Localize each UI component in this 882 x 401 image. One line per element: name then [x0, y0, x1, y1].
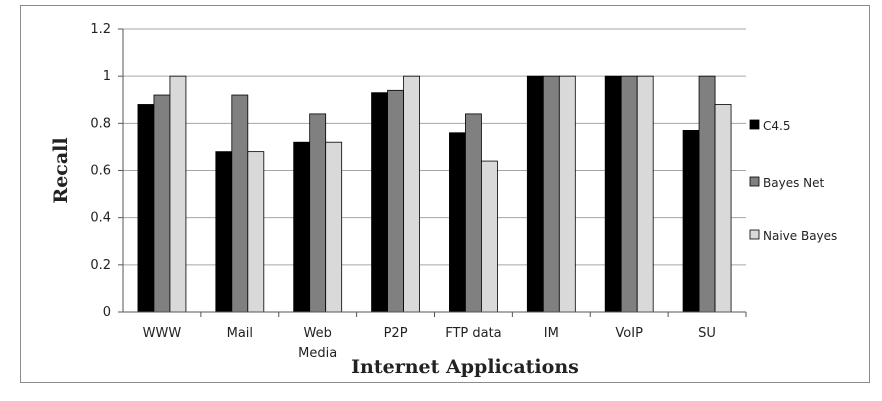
- bar-c4-5: [293, 141, 311, 313]
- bar-naive-bayes: [636, 75, 654, 313]
- bar-bayes-net: [465, 113, 482, 313]
- y-tick-label: 0.6: [90, 164, 111, 179]
- bar-naive-bayes: [325, 141, 343, 313]
- legend-label: Naive Bayes: [763, 229, 837, 243]
- bar-c4-5: [449, 132, 466, 313]
- bar-bayes-net: [309, 113, 327, 313]
- bar-c4-5: [604, 75, 622, 313]
- bar-c4-5: [371, 92, 388, 313]
- x-category-label: FTP data: [445, 326, 501, 341]
- bar-bayes-net: [153, 94, 171, 313]
- bar-bayes-net: [231, 94, 249, 313]
- x-category-label: Mail: [227, 326, 253, 341]
- bar-c4-5: [526, 75, 544, 313]
- bar-naive-bayes: [169, 75, 187, 313]
- x-category-label: VoIP: [615, 326, 643, 341]
- chart-frame: [20, 5, 870, 383]
- bars: [137, 75, 732, 313]
- bar-bayes-net: [620, 75, 638, 313]
- bar-c4-5: [137, 104, 155, 313]
- bar-naive-bayes: [714, 104, 732, 313]
- y-tick-label: 0.4: [90, 211, 111, 226]
- x-axis-title: Internet Applications: [351, 356, 579, 378]
- x-category-label: P2P: [384, 326, 408, 341]
- y-tick-label: 0: [103, 305, 111, 320]
- bar-c4-5: [215, 151, 233, 313]
- bar-c4-5: [682, 130, 700, 313]
- x-axis-categories: WWW Mail Web Media P2P FTP data IM VoIP SU: [143, 312, 747, 361]
- legend-swatch: [749, 119, 760, 130]
- y-tick-label: 1: [103, 69, 111, 84]
- y-axis-ticks: 0 0.2 0.4 0.6 0.8 1 1.2: [90, 22, 123, 320]
- x-category-label: Web Media: [298, 326, 337, 361]
- bar-naive-bayes: [558, 75, 576, 313]
- y-axis-title: Recall: [50, 137, 72, 203]
- x-category-label: WWW: [143, 326, 182, 341]
- legend-label: Bayes Net: [763, 176, 824, 190]
- bar-naive-bayes: [481, 160, 498, 313]
- y-tick-label: 0.2: [90, 258, 111, 273]
- y-tick-label: 0.8: [90, 116, 111, 131]
- x-category-label: SU: [698, 326, 716, 341]
- legend-swatch: [749, 176, 760, 187]
- bar-bayes-net: [387, 89, 404, 313]
- bar-naive-bayes: [247, 151, 265, 313]
- bar-naive-bayes: [403, 75, 420, 313]
- legend-swatch: [749, 229, 760, 240]
- bar-bayes-net: [542, 75, 560, 313]
- legend: C4.5 Bayes Net Naive Bayes: [749, 119, 837, 243]
- bar-bayes-net: [698, 75, 716, 313]
- y-tick-label: 1.2: [90, 22, 111, 37]
- legend-label: C4.5: [763, 119, 790, 133]
- x-category-label: IM: [544, 326, 559, 341]
